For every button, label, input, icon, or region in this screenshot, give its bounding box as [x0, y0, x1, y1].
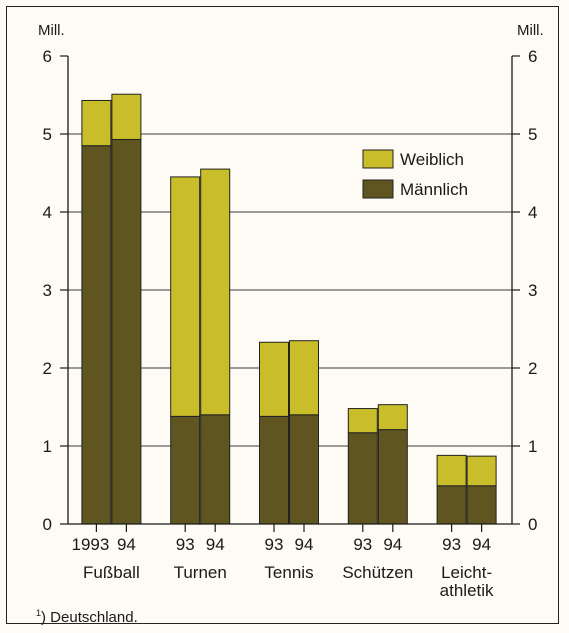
unit-label-left: Mill.	[38, 22, 65, 39]
bar-segment-weiblich	[259, 341, 289, 417]
legend-swatch-weiblich	[362, 149, 394, 169]
year-label: 93	[353, 535, 372, 554]
bar-segment-maennlich	[111, 138, 142, 525]
bar-segment-weiblich	[377, 404, 408, 431]
bar-segment-weiblich	[111, 93, 142, 140]
y-tick-label-right: 1	[528, 437, 537, 456]
y-tick-label-right: 3	[528, 281, 537, 300]
bar-segment-maennlich	[259, 415, 289, 525]
y-tick-label-left: 2	[43, 359, 52, 378]
bar-segment-maennlich	[347, 432, 378, 525]
year-label: 93	[265, 535, 284, 554]
y-tick-label-right: 2	[528, 359, 537, 378]
y-tick-label-left: 4	[43, 203, 52, 222]
grid-layer	[68, 133, 512, 447]
label-layer: 0 0 1 1 2 2 3 3 4 4 5 5 6 6 Mill. Mill. 1993 94 Fußball 93 9…	[38, 22, 544, 600]
y-tick-label-right: 5	[528, 125, 537, 144]
category-label: Schützen	[342, 563, 413, 582]
y-tick-label-left: 5	[43, 125, 52, 144]
footnote: 1) Deutschland.	[36, 608, 138, 626]
bar-layer	[81, 93, 497, 525]
bar-segment-weiblich	[81, 99, 112, 147]
bar-segment-maennlich	[289, 414, 319, 525]
category-label: Fußball	[83, 563, 140, 582]
bar-segment-weiblich	[347, 408, 378, 434]
year-label: 1993	[71, 535, 109, 554]
bar-segment-weiblich	[289, 340, 319, 416]
category-label: Tennis	[264, 563, 313, 582]
chart-frame	[6, 6, 559, 624]
bar-segment-weiblich	[436, 454, 467, 487]
year-label: 94	[295, 535, 314, 554]
legend-label-maennlich: Männlich	[400, 180, 468, 199]
footnote-text: ) Deutschland.	[41, 609, 138, 626]
footnote-mark: 1	[36, 608, 42, 618]
year-label: 94	[206, 535, 225, 554]
y-tick-label-left: 3	[43, 281, 52, 300]
bar-segment-maennlich	[170, 415, 201, 525]
legend: Weiblich Männlich	[362, 149, 468, 199]
year-label: 93	[442, 535, 461, 554]
bar-segment-weiblich	[170, 176, 201, 417]
y-tick-label-right: 6	[528, 47, 537, 66]
year-label: 94	[383, 535, 402, 554]
bar-segment-weiblich	[200, 168, 231, 416]
y-tick-label-right: 4	[528, 203, 537, 222]
year-label: 94	[117, 535, 136, 554]
bar-segment-maennlich	[436, 485, 467, 525]
category-label: Turnen	[174, 563, 227, 582]
category-label: athletik	[440, 581, 494, 600]
year-label: 93	[176, 535, 195, 554]
axis-layer	[60, 55, 520, 532]
year-label: 94	[472, 535, 491, 554]
bar-segment-maennlich	[200, 414, 231, 525]
bar-segment-weiblich	[466, 455, 497, 487]
legend-swatch-maennlich	[362, 179, 394, 199]
y-tick-label-left: 1	[43, 437, 52, 456]
bar-segment-maennlich	[81, 145, 112, 525]
bar-segment-maennlich	[466, 485, 497, 525]
y-tick-label-left: 6	[43, 47, 52, 66]
category-label: Leicht-	[441, 563, 492, 582]
y-tick-label-right: 0	[528, 515, 537, 534]
bar-segment-maennlich	[377, 429, 408, 525]
y-tick-label-left: 0	[43, 515, 52, 534]
legend-label-weiblich: Weiblich	[400, 150, 464, 169]
unit-label-right: Mill.	[517, 22, 544, 39]
